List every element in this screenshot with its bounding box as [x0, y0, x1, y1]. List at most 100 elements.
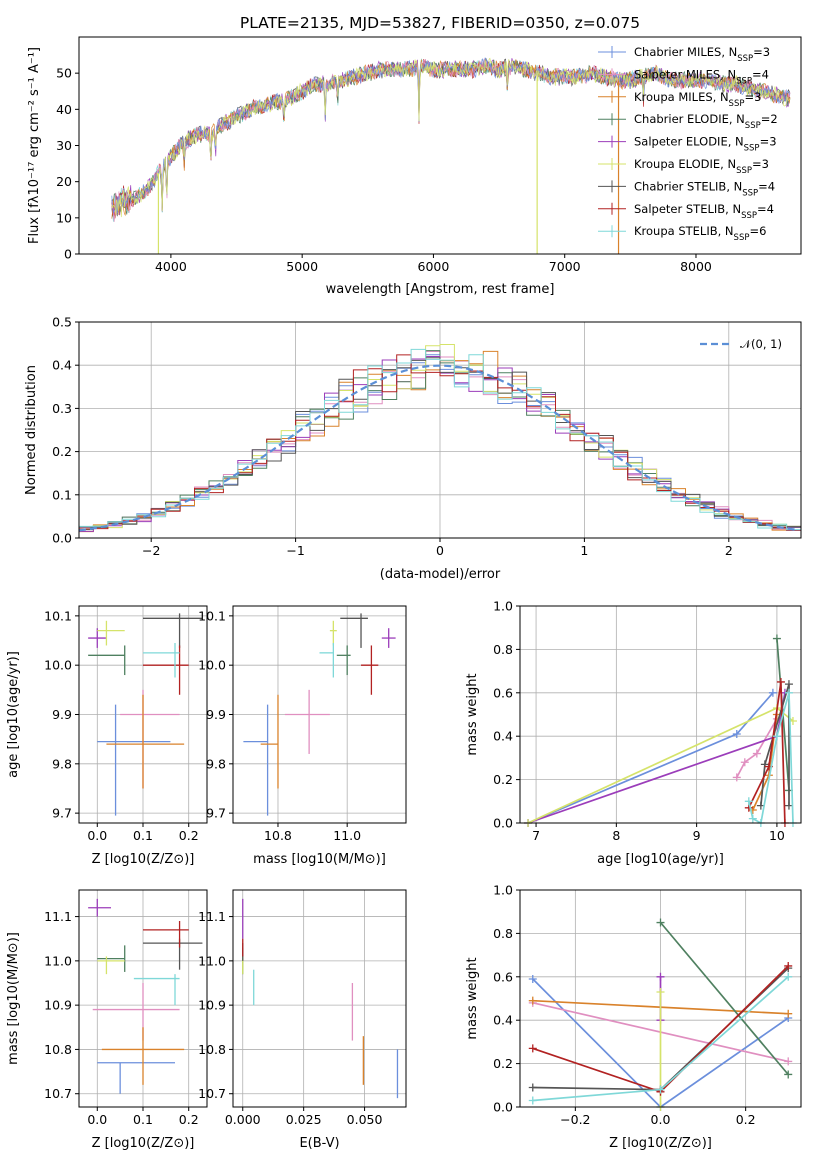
spectrum-series-line	[111, 58, 791, 222]
weight-point-marker	[772, 732, 781, 741]
x-axis-label: Z [log10(Z/Z⊙)]	[92, 852, 195, 867]
y-tick-label: 10.1	[44, 608, 72, 623]
panel-z_weight: −0.2 0.0 0.2 0.0 0.2 0.4 0.6 0.8 1.0 Z [log10(Z/Z…	[465, 883, 802, 1151]
y-tick-label: 0.6	[493, 685, 513, 700]
y-tick-label: 9.9	[52, 707, 72, 722]
y-tick-label: 0.2	[52, 444, 72, 459]
legend-entry: 𝒩(0, 1)	[740, 337, 782, 351]
x-axis-label: (data-model)/error	[380, 567, 501, 582]
weight-series-line	[747, 692, 794, 825]
panels: 4000 5000 6000 7000 800001020304050Chabrier …	[6, 36, 802, 1151]
figure-title: PLATE=2135, MJD=53827, FIBERID=0350, z=0…	[240, 14, 640, 32]
x-tick-label: 0.0	[87, 828, 107, 843]
panel-mass_age: 10.8 11.0 9.7 9.8 9.9 10.0 10.1 mass [log10(M/M…	[198, 605, 407, 867]
y-tick-label: 0.8	[493, 926, 513, 941]
y-tick-label: 0.2	[493, 1056, 513, 1071]
y-axis-label: age [log10(age/yr)]	[6, 651, 21, 778]
x-axis-label: mass [log10(M/M⊙)]	[253, 852, 386, 867]
weight-point-marker	[656, 918, 665, 927]
y-tick-label: 10.7	[44, 1086, 72, 1101]
y-tick-label: 11.1	[44, 909, 72, 924]
legend-entry: Kroupa MILES, NSSP=3	[634, 90, 761, 109]
panel-spectrum: 4000 5000 6000 7000 8000 0 10 20 30 40 50 Chabrier …	[27, 36, 802, 297]
y-tick-label: 0	[64, 247, 72, 262]
y-tick-label: 0.0	[493, 1100, 513, 1115]
y-tick-label: 0.4	[493, 1013, 513, 1028]
residual-histogram-step	[79, 348, 801, 531]
weight-point-marker	[784, 680, 793, 689]
y-tick-label: 0.1	[52, 487, 72, 502]
x-tick-label: 4000	[155, 259, 187, 274]
y-tick-label: 0.2	[493, 772, 513, 787]
weight-point-marker	[656, 1085, 665, 1094]
legend-entry: Chabrier ELODIE, NSSP=2	[634, 112, 778, 131]
legend-entry: Chabrier STELIB, NSSP=4	[634, 179, 775, 198]
axes-frame	[232, 889, 407, 1108]
weight-point-marker	[528, 1096, 537, 1105]
weight-series-line	[760, 683, 790, 806]
x-axis-label: age [log10(age/yr)]	[597, 852, 724, 867]
y-axis-label: mass weight	[465, 957, 480, 1039]
y-tick-label: 10	[56, 210, 72, 225]
x-tick-label: 10	[769, 828, 785, 843]
y-tick-label: 0.6	[493, 969, 513, 984]
x-tick-label: 1	[580, 543, 588, 558]
x-tick-label: 0.050	[347, 1112, 383, 1127]
x-tick-label: 0	[436, 543, 444, 558]
x-tick-label: 0.1	[133, 828, 153, 843]
weight-series-line	[748, 681, 786, 824]
y-axis-label: Flux [fλ10⁻¹⁷ erg cm⁻² s⁻¹ A⁻¹]	[27, 47, 42, 244]
panel-ebv_mass: 0.000 0.025 0.050 10.7 10.8 10.9 11.0 11.1 E(B-V…	[198, 889, 407, 1151]
spectrum-series-line	[111, 57, 791, 214]
panel-residuals: −2 −1 0 1 2 0.0 0.1 0.2 0.3 0.4 0.5 𝒩(0, 1) (data-mo…	[24, 315, 802, 582]
weight-point-marker	[528, 1083, 537, 1092]
x-axis-label: Z [log10(Z/Z⊙)]	[92, 1136, 195, 1151]
weight-point-marker	[744, 797, 753, 806]
legend-entry: Kroupa ELODIE, NSSP=3	[634, 157, 769, 176]
legend-entry: Kroupa STELIB, NSSP=6	[634, 224, 766, 243]
legend-entry: Chabrier MILES, NSSP=3	[634, 45, 770, 64]
weight-point-marker	[784, 688, 793, 697]
x-tick-label: 8000	[680, 259, 712, 274]
axes-frame	[519, 605, 802, 824]
x-tick-label: 0.000	[225, 1112, 261, 1127]
y-tick-label: 30	[56, 138, 72, 153]
weight-point-marker	[732, 773, 741, 782]
x-tick-label: 0.2	[179, 828, 199, 843]
weight-point-marker	[768, 688, 777, 697]
y-tick-label: 11.0	[198, 953, 226, 968]
residual-histogram-step	[79, 354, 801, 531]
weight-point-marker	[528, 974, 537, 983]
legend-entry: Salpeter STELIB, NSSP=4	[634, 202, 774, 221]
weight-point-marker	[784, 961, 793, 970]
x-axis-label: Z [log10(Z/Z⊙)]	[609, 1136, 712, 1151]
weight-point-marker	[772, 634, 781, 643]
weight-point-marker	[748, 814, 757, 823]
normal-reference-curve	[78, 364, 799, 532]
y-tick-label: 0.4	[52, 358, 72, 373]
y-tick-label: 9.8	[206, 756, 226, 771]
axes-frame	[78, 605, 208, 824]
weight-series-line	[527, 692, 786, 824]
y-tick-label: 0.3	[52, 401, 72, 416]
x-tick-label: 0.0	[87, 1112, 107, 1127]
weight-point-marker	[740, 758, 749, 767]
x-tick-label: −1	[286, 543, 304, 558]
panel-age_weight: 7 8 9 10 0.0 0.2 0.4 0.6 0.8 1.0 age [log10(age/yr…	[465, 599, 802, 867]
y-tick-label: 0.0	[52, 531, 72, 546]
spectrum-series-line	[111, 59, 791, 219]
weight-point-marker	[784, 972, 793, 981]
x-axis-label: wavelength [Angstrom, rest frame]	[326, 282, 555, 297]
spectrum-series-line	[111, 57, 791, 218]
panel-z_age: 0.0 0.1 0.2 9.7 9.8 9.9 10.0 10.1 Z [log10(Z/Z⊙)…	[6, 605, 208, 867]
weight-point-marker	[776, 677, 785, 686]
x-tick-label: 0.1	[133, 1112, 153, 1127]
x-tick-label: 0.0	[651, 1112, 671, 1127]
y-axis-label: mass weight	[465, 673, 480, 755]
x-tick-label: 5000	[286, 259, 318, 274]
axes-frame	[519, 889, 802, 1108]
weight-point-marker	[656, 987, 665, 996]
y-tick-label: 0.0	[493, 816, 513, 831]
y-tick-label: 9.9	[206, 707, 226, 722]
y-tick-label: 40	[56, 102, 72, 117]
